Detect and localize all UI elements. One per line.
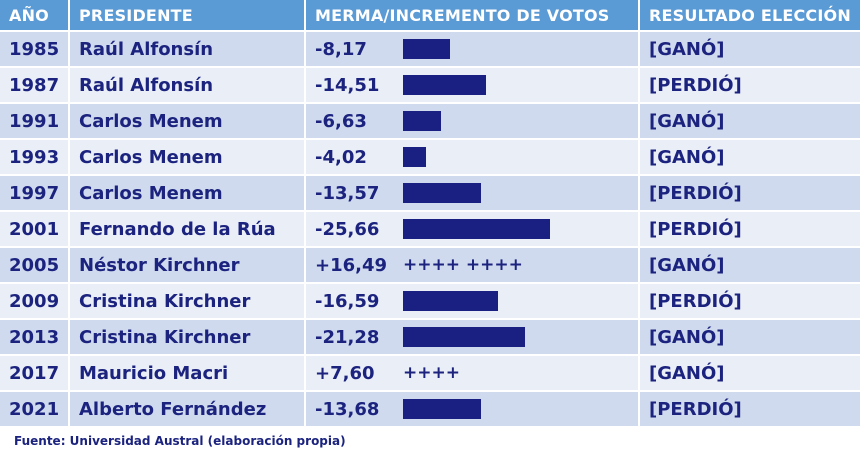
header-result: RESULTADO ELECCIÓN bbox=[640, 0, 860, 30]
president-cell: Mauricio Macri bbox=[70, 356, 304, 390]
result-cell: [PERDIÓ] bbox=[640, 392, 860, 426]
vote-change-value: -13,68 bbox=[315, 398, 380, 420]
loss-bar bbox=[403, 327, 525, 348]
result-cell: [GANÓ] bbox=[640, 104, 860, 138]
gain-marker: ++++ bbox=[403, 363, 460, 384]
result-cell: [GANÓ] bbox=[640, 356, 860, 390]
vote-change-value: -21,28 bbox=[315, 326, 380, 348]
president-cell: Néstor Kirchner bbox=[70, 248, 304, 282]
table-row: 1987 Raúl Alfonsín -14,51 [PERDIÓ] bbox=[0, 68, 860, 102]
president-cell: Alberto Fernández bbox=[70, 392, 304, 426]
loss-bar bbox=[403, 183, 481, 204]
loss-bar bbox=[403, 39, 450, 60]
vote-change-value: +16,49 bbox=[315, 254, 388, 276]
vote-change-cell: -16,59 bbox=[306, 284, 638, 318]
result-cell: [GANÓ] bbox=[640, 248, 860, 282]
year-cell: 2009 bbox=[0, 284, 68, 318]
result-cell: [GANÓ] bbox=[640, 32, 860, 66]
vote-change-cell: -13,68 bbox=[306, 392, 638, 426]
loss-bar bbox=[403, 291, 499, 312]
header-row: AÑO PRESIDENTE MERMA/INCREMENTO DE VOTOS… bbox=[0, 0, 860, 30]
vote-change-cell: -6,63 bbox=[306, 104, 638, 138]
president-cell: Cristina Kirchner bbox=[70, 284, 304, 318]
table-row: 2021 Alberto Fernández -13,68 [PERDIÓ] bbox=[0, 392, 860, 426]
vote-change-cell: -21,28 bbox=[306, 320, 638, 354]
result-cell: [GANÓ] bbox=[640, 140, 860, 174]
year-cell: 1991 bbox=[0, 104, 68, 138]
vote-change-value: -4,02 bbox=[315, 146, 367, 168]
gain-marker: ++++ ++++ bbox=[403, 255, 523, 276]
year-cell: 2001 bbox=[0, 212, 68, 246]
vote-change-value: -14,51 bbox=[315, 74, 380, 96]
loss-bar bbox=[403, 111, 441, 132]
vote-change-cell: -4,02 bbox=[306, 140, 638, 174]
header-vote-change: MERMA/INCREMENTO DE VOTOS bbox=[306, 0, 638, 30]
vote-change-value: -13,57 bbox=[315, 182, 380, 204]
year-cell: 2013 bbox=[0, 320, 68, 354]
loss-bar bbox=[403, 75, 487, 96]
vote-change-value: -6,63 bbox=[315, 110, 367, 132]
result-cell: [GANÓ] bbox=[640, 320, 860, 354]
table-row: 2001 Fernando de la Rúa -25,66 [PERDIÓ] bbox=[0, 212, 860, 246]
president-cell: Carlos Menem bbox=[70, 176, 304, 210]
header-president: PRESIDENTE bbox=[70, 0, 304, 30]
president-cell: Raúl Alfonsín bbox=[70, 32, 304, 66]
vote-change-cell: +7,60 ++++ bbox=[306, 356, 638, 390]
vote-change-value: -16,59 bbox=[315, 290, 380, 312]
table-row: 1991 Carlos Menem -6,63 [GANÓ] bbox=[0, 104, 860, 138]
header-year: AÑO bbox=[0, 0, 68, 30]
loss-bar bbox=[403, 399, 482, 420]
year-cell: 1985 bbox=[0, 32, 68, 66]
result-cell: [PERDIÓ] bbox=[640, 176, 860, 210]
result-cell: [PERDIÓ] bbox=[640, 68, 860, 102]
vote-change-cell: -25,66 bbox=[306, 212, 638, 246]
source-note: Fuente: Universidad Austral (elaboración… bbox=[14, 434, 346, 448]
vote-change-cell: -8,17 bbox=[306, 32, 638, 66]
table-row: 1997 Carlos Menem -13,57 [PERDIÓ] bbox=[0, 176, 860, 210]
table-row: 1985 Raúl Alfonsín -8,17 [GANÓ] bbox=[0, 32, 860, 66]
year-cell: 1997 bbox=[0, 176, 68, 210]
vote-change-cell: +16,49 ++++ ++++ bbox=[306, 248, 638, 282]
vote-change-value: -25,66 bbox=[315, 218, 380, 240]
result-cell: [PERDIÓ] bbox=[640, 212, 860, 246]
vote-change-cell: -13,57 bbox=[306, 176, 638, 210]
vote-change-cell: -14,51 bbox=[306, 68, 638, 102]
table-row: 2009 Cristina Kirchner -16,59 [PERDIÓ] bbox=[0, 284, 860, 318]
year-cell: 2021 bbox=[0, 392, 68, 426]
loss-bar bbox=[403, 219, 550, 240]
year-cell: 2017 bbox=[0, 356, 68, 390]
table-row: 2005 Néstor Kirchner +16,49 ++++ ++++ [GANÓ] bbox=[0, 248, 860, 282]
president-cell: Carlos Menem bbox=[70, 104, 304, 138]
president-cell: Raúl Alfonsín bbox=[70, 68, 304, 102]
result-cell: [PERDIÓ] bbox=[640, 284, 860, 318]
table-row: 1993 Carlos Menem -4,02 [GANÓ] bbox=[0, 140, 860, 174]
year-cell: 1993 bbox=[0, 140, 68, 174]
president-cell: Cristina Kirchner bbox=[70, 320, 304, 354]
vote-change-value: -8,17 bbox=[315, 38, 367, 60]
election-table: AÑO PRESIDENTE MERMA/INCREMENTO DE VOTOS… bbox=[0, 0, 860, 426]
year-cell: 1987 bbox=[0, 68, 68, 102]
loss-bar bbox=[403, 147, 426, 168]
president-cell: Carlos Menem bbox=[70, 140, 304, 174]
year-cell: 2005 bbox=[0, 248, 68, 282]
president-cell: Fernando de la Rúa bbox=[70, 212, 304, 246]
table-row: 2013 Cristina Kirchner -21,28 [GANÓ] bbox=[0, 320, 860, 354]
vote-change-value: +7,60 bbox=[315, 362, 375, 384]
table-row: 2017 Mauricio Macri +7,60 ++++ [GANÓ] bbox=[0, 356, 860, 390]
